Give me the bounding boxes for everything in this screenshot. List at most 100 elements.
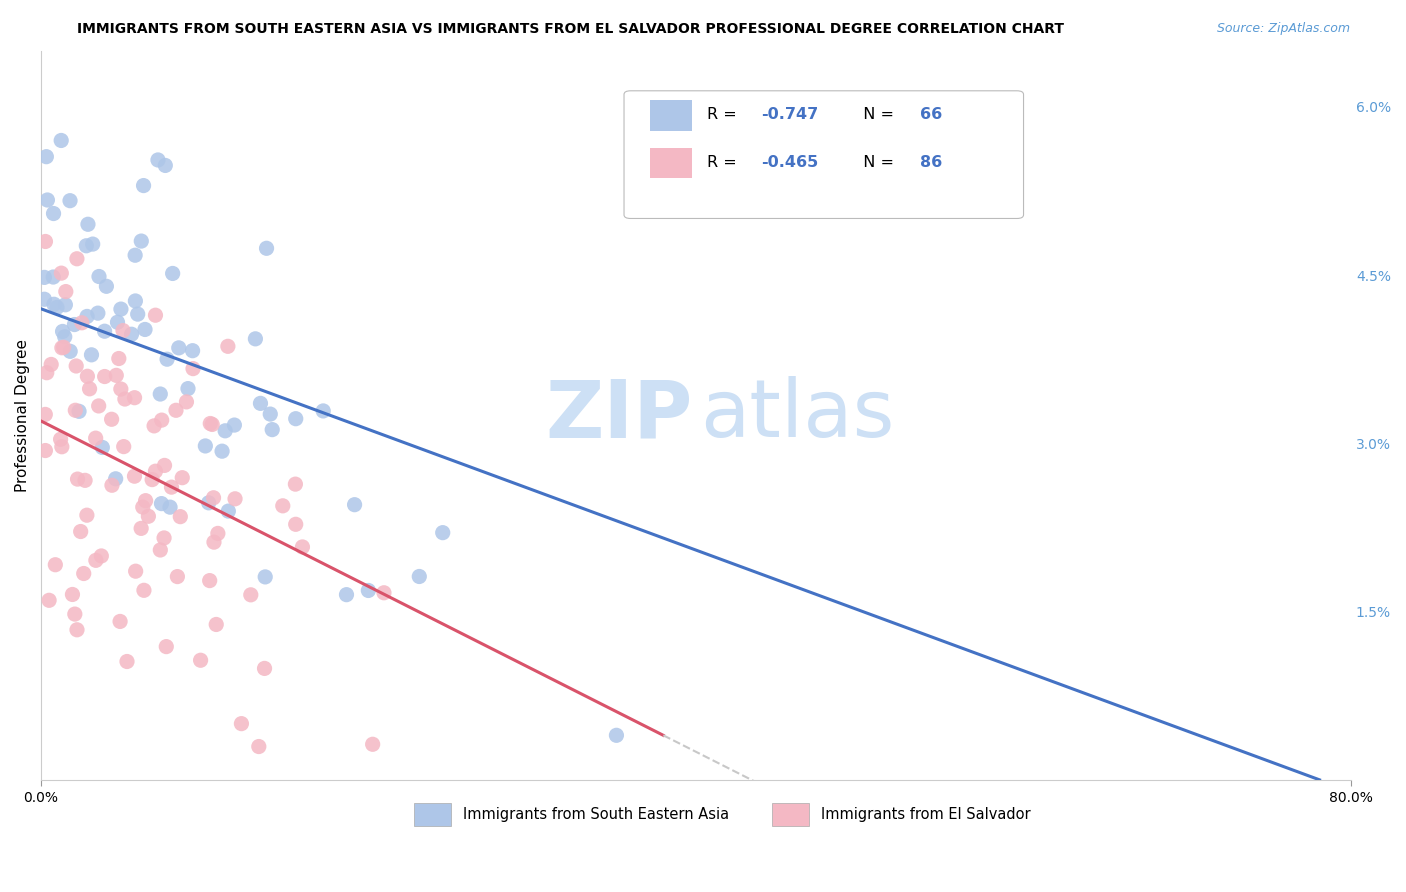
Point xyxy=(201,417,224,432)
Point xyxy=(256,241,278,255)
Point xyxy=(51,133,73,147)
Point xyxy=(245,332,267,346)
Point xyxy=(167,341,190,355)
Point xyxy=(62,587,84,601)
Point xyxy=(146,153,169,167)
Point xyxy=(224,491,246,506)
Point xyxy=(357,583,380,598)
Point xyxy=(101,478,124,492)
Point xyxy=(73,566,96,581)
Point xyxy=(181,361,204,376)
Point xyxy=(197,496,219,510)
Point xyxy=(202,491,225,505)
Point xyxy=(155,640,177,654)
Point xyxy=(259,407,281,421)
Point xyxy=(104,472,127,486)
Point xyxy=(134,322,156,336)
Point xyxy=(200,417,222,431)
Point xyxy=(124,391,146,405)
Text: Immigrants from El Salvador: Immigrants from El Salvador xyxy=(821,807,1031,822)
Point xyxy=(247,739,270,754)
Text: IMMIGRANTS FROM SOUTH EASTERN ASIA VS IMMIGRANTS FROM EL SALVADOR PROFESSIONAL D: IMMIGRANTS FROM SOUTH EASTERN ASIA VS IM… xyxy=(77,22,1064,37)
Point xyxy=(145,464,167,478)
Point xyxy=(291,540,314,554)
Text: atlas: atlas xyxy=(700,376,894,454)
Point xyxy=(312,404,335,418)
Point xyxy=(63,607,86,621)
Point xyxy=(432,525,454,540)
Point xyxy=(34,443,56,458)
Point xyxy=(75,239,97,253)
Point xyxy=(149,543,172,558)
Point xyxy=(37,193,59,207)
Point xyxy=(153,531,176,545)
Point xyxy=(138,509,160,524)
Point xyxy=(160,480,183,494)
Point xyxy=(87,306,110,320)
Point xyxy=(150,413,173,427)
Point xyxy=(53,330,76,344)
Point xyxy=(141,473,163,487)
Point xyxy=(77,217,100,231)
Point xyxy=(159,500,181,515)
Point xyxy=(156,352,179,367)
Point xyxy=(127,307,149,321)
Point xyxy=(155,158,177,172)
Point xyxy=(373,586,395,600)
Point xyxy=(177,382,200,396)
Point xyxy=(114,392,136,406)
Point xyxy=(166,569,188,583)
Point xyxy=(217,339,239,353)
Point xyxy=(84,553,107,567)
Point xyxy=(100,412,122,426)
Text: ZIP: ZIP xyxy=(546,376,692,454)
Point xyxy=(53,298,76,312)
Point xyxy=(190,653,212,667)
Point xyxy=(34,270,56,285)
Point xyxy=(361,737,384,751)
Point xyxy=(82,237,104,252)
Point xyxy=(69,524,91,539)
Point xyxy=(67,404,90,418)
Point xyxy=(107,315,129,329)
Point xyxy=(121,327,143,342)
Point xyxy=(42,297,65,311)
Point xyxy=(35,150,58,164)
Point xyxy=(271,499,294,513)
Text: N =: N = xyxy=(853,155,900,169)
FancyBboxPatch shape xyxy=(624,91,1024,219)
Point xyxy=(110,382,132,396)
Point xyxy=(51,341,73,355)
Point xyxy=(211,444,233,458)
Text: 66: 66 xyxy=(920,107,942,122)
Point xyxy=(132,583,155,598)
Point xyxy=(79,382,101,396)
Point xyxy=(66,623,89,637)
Point xyxy=(42,270,65,285)
Point xyxy=(408,569,430,583)
Point xyxy=(115,655,138,669)
Point xyxy=(70,316,93,330)
Point xyxy=(214,424,236,438)
Point xyxy=(35,366,58,380)
FancyBboxPatch shape xyxy=(415,803,451,826)
Text: -0.747: -0.747 xyxy=(762,107,818,122)
Point xyxy=(124,293,146,308)
Point xyxy=(124,564,146,578)
Point xyxy=(34,235,56,249)
Point xyxy=(75,474,97,488)
Point xyxy=(162,267,184,281)
Point xyxy=(44,558,66,572)
Point xyxy=(149,387,172,401)
Point xyxy=(132,178,155,193)
Point xyxy=(51,266,73,280)
Point xyxy=(76,508,98,523)
FancyBboxPatch shape xyxy=(650,100,692,131)
Point xyxy=(284,477,307,491)
Point xyxy=(91,441,114,455)
Point xyxy=(605,728,627,742)
Point xyxy=(108,351,131,366)
Point xyxy=(93,324,115,338)
Point xyxy=(132,500,155,514)
Point xyxy=(38,593,60,607)
